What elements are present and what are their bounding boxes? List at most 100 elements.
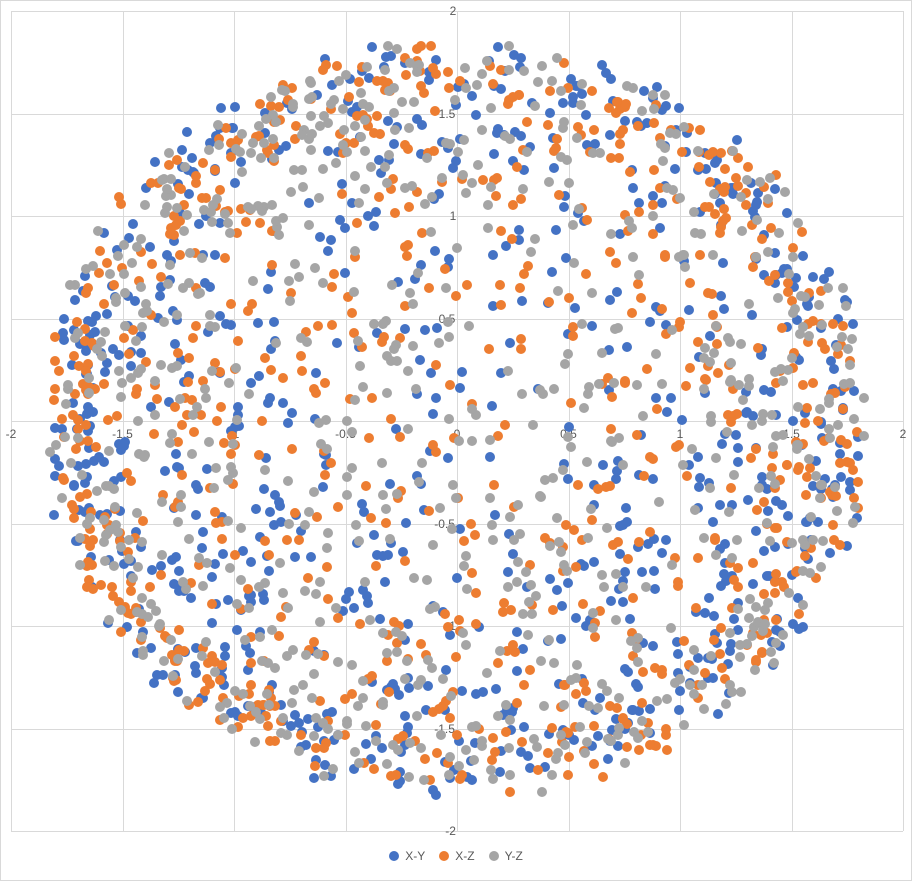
data-point — [678, 250, 688, 260]
data-point — [450, 95, 460, 105]
data-point — [562, 155, 572, 165]
data-point — [60, 432, 70, 442]
data-point — [516, 194, 526, 204]
data-point — [382, 388, 392, 398]
data-point — [536, 656, 546, 666]
data-point — [751, 200, 761, 210]
data-point — [230, 686, 240, 696]
legend: X-YX-ZY-Z — [1, 849, 911, 863]
data-point — [584, 382, 594, 392]
data-point — [236, 575, 246, 585]
data-point — [387, 280, 397, 290]
data-point — [736, 339, 746, 349]
data-point — [371, 561, 381, 571]
data-point — [233, 336, 243, 346]
data-point — [211, 463, 221, 473]
data-point — [413, 268, 423, 278]
data-point — [434, 338, 444, 348]
data-point — [138, 646, 148, 656]
data-point — [408, 341, 418, 351]
data-point — [358, 382, 368, 392]
data-point — [213, 120, 223, 130]
data-point — [259, 595, 269, 605]
data-point — [246, 680, 256, 690]
data-point — [485, 435, 495, 445]
data-point — [425, 604, 435, 614]
data-point — [736, 687, 746, 697]
data-point — [216, 402, 226, 412]
data-point — [763, 506, 773, 516]
data-point — [766, 647, 776, 657]
data-point — [204, 437, 214, 447]
data-point — [752, 505, 762, 515]
data-point — [194, 553, 204, 563]
data-point — [214, 140, 224, 150]
data-point — [645, 740, 655, 750]
data-point — [248, 276, 258, 286]
data-point — [563, 578, 573, 588]
data-point — [284, 276, 294, 286]
data-point — [628, 183, 638, 193]
data-point — [845, 360, 855, 370]
data-point — [597, 570, 607, 580]
data-point — [689, 207, 699, 217]
data-point — [623, 554, 633, 564]
data-point — [331, 158, 341, 168]
data-point — [530, 234, 540, 244]
data-point — [744, 613, 754, 623]
data-point — [179, 226, 189, 236]
data-point — [323, 118, 333, 128]
data-point — [639, 471, 649, 481]
data-point — [637, 567, 647, 577]
data-point — [583, 533, 593, 543]
data-point — [223, 475, 233, 485]
data-point — [307, 92, 317, 102]
data-point — [643, 727, 653, 737]
data-point — [405, 738, 415, 748]
data-point — [512, 577, 522, 587]
data-point — [681, 381, 691, 391]
data-point — [50, 384, 60, 394]
data-point — [650, 584, 660, 594]
data-point — [378, 551, 388, 561]
data-point — [493, 42, 503, 52]
data-point — [566, 442, 576, 452]
data-point — [189, 427, 199, 437]
data-point — [489, 480, 499, 490]
data-point — [412, 67, 422, 77]
data-point — [283, 603, 293, 613]
data-point — [133, 416, 143, 426]
data-point — [689, 645, 699, 655]
data-point — [618, 125, 628, 135]
data-point — [360, 577, 370, 587]
data-point — [533, 77, 543, 87]
data-point — [611, 615, 621, 625]
data-point — [763, 194, 773, 204]
data-point — [310, 263, 320, 273]
data-point — [693, 553, 703, 563]
data-point — [687, 444, 697, 454]
data-point — [828, 319, 838, 329]
data-point — [673, 649, 683, 659]
data-point — [434, 704, 444, 714]
data-point — [162, 202, 172, 212]
data-point — [677, 415, 687, 425]
data-point — [207, 366, 217, 376]
data-point — [250, 737, 260, 747]
data-point — [677, 147, 687, 157]
data-point — [762, 518, 772, 528]
data-point — [357, 499, 367, 509]
data-point — [333, 657, 343, 667]
data-point — [496, 84, 506, 94]
gridline-h — [11, 421, 903, 422]
data-point — [344, 92, 354, 102]
data-point — [525, 665, 535, 675]
data-point — [675, 193, 685, 203]
data-point — [796, 291, 806, 301]
data-point — [436, 730, 446, 740]
data-point — [84, 388, 94, 398]
data-point — [633, 121, 643, 131]
data-point — [771, 496, 781, 506]
data-point — [526, 580, 536, 590]
x-tick-label: 1 — [677, 427, 684, 441]
